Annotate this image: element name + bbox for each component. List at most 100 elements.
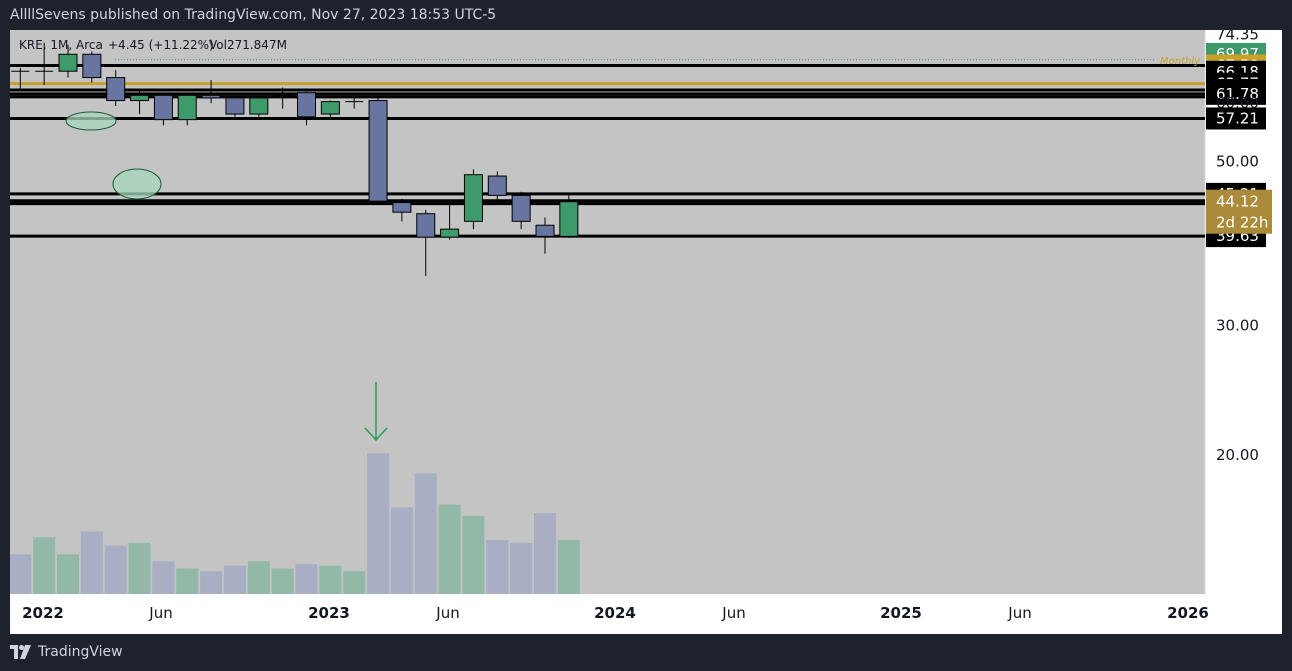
candle-body (416, 213, 436, 238)
volume-bar (271, 568, 294, 594)
price-tag[interactable]: 57.21 (1206, 107, 1266, 130)
price-tag-bg (1206, 107, 1266, 130)
price-label: 74.35 (1216, 30, 1259, 43)
candle[interactable] (559, 195, 579, 238)
candle[interactable] (345, 92, 364, 109)
candle-body (559, 201, 579, 237)
volume-bar (295, 564, 318, 594)
candle[interactable] (487, 171, 507, 203)
candle[interactable] (153, 92, 173, 126)
time-axis-labels[interactable]: 2022 Jun 2023 Jun 2024 Jun 2025 Jun 2026 (22, 604, 1209, 622)
volume-bar (510, 542, 533, 594)
candle-body (392, 202, 412, 213)
candle[interactable] (201, 80, 221, 104)
candle[interactable] (273, 87, 292, 109)
candle-body (487, 175, 507, 196)
candle[interactable] (416, 209, 436, 276)
volume-bar (10, 554, 32, 594)
time-label-month: Jun (435, 604, 459, 622)
price-tag-bg (1206, 82, 1266, 105)
annotations (65, 111, 388, 442)
highlight-ellipse-2 (112, 168, 162, 200)
candle-body (297, 92, 316, 118)
price-label: 61.78 (1216, 85, 1259, 103)
monthly-label: Monthly (1160, 56, 1201, 67)
price-tick[interactable]: 30.00 (1216, 316, 1259, 334)
candle[interactable] (392, 198, 412, 222)
candle[interactable] (106, 70, 126, 106)
last-price-label: 44.12 (1216, 193, 1259, 211)
footer-bar: TradingView (0, 634, 1292, 671)
candle[interactable] (249, 92, 269, 117)
volume-bar (414, 473, 437, 594)
candle-body (106, 77, 126, 102)
publisher-line: AllllSevens published on TradingView.com… (10, 7, 497, 23)
volume-bar (104, 545, 127, 594)
candle[interactable] (35, 42, 54, 86)
volume-bar (152, 561, 175, 594)
chart-legend: KRE, 1M, Arca +4.45 (+11.22%) Vol271.847… (19, 38, 287, 52)
volume-bar (367, 453, 390, 594)
candle[interactable] (320, 100, 340, 120)
volume-bars (10, 453, 580, 594)
price-tick[interactable]: 50.00 (1216, 153, 1259, 171)
legend-symbol: KRE, 1M, Arca (19, 38, 103, 52)
candle[interactable] (297, 90, 316, 126)
tradingview-logo[interactable]: TradingView (10, 644, 123, 660)
price-tag[interactable]: 61.78 (1206, 82, 1266, 105)
volume-bar (80, 531, 103, 594)
candle-body (153, 94, 173, 121)
candle[interactable] (535, 217, 555, 254)
legend-change: +4.45 (+11.22%) (108, 38, 214, 52)
candle[interactable] (177, 92, 197, 126)
candle[interactable] (368, 97, 388, 203)
volume-bar (462, 515, 485, 594)
publisher-header: AllllSevens published on TradingView.com… (0, 0, 1292, 30)
candle-body (511, 194, 531, 222)
candle-body (535, 224, 555, 237)
volume-bar (247, 561, 270, 594)
candle[interactable] (82, 51, 102, 83)
candle[interactable] (463, 169, 483, 230)
highlight-ellipse-1 (65, 111, 117, 131)
candle[interactable] (11, 67, 30, 91)
volume-bar (33, 537, 56, 594)
time-axis-background (10, 594, 1282, 634)
candle[interactable] (130, 90, 150, 115)
volume-bar (534, 513, 556, 594)
countdown-label: 2d 22h (1216, 214, 1268, 232)
candle[interactable] (440, 202, 460, 240)
candle[interactable] (511, 191, 531, 230)
candles (11, 42, 579, 276)
volume-bar (200, 571, 223, 594)
volume-bar (486, 540, 509, 594)
candle-body (440, 228, 460, 238)
candle-body (249, 97, 269, 115)
volume-bar (319, 565, 342, 594)
volume-bar (557, 540, 580, 594)
price-tick[interactable]: 20.00 (1216, 446, 1259, 464)
volume-bar (223, 565, 246, 594)
price-tick[interactable]: 74.35 (1216, 30, 1259, 43)
time-label-month: Jun (148, 604, 172, 622)
candle-body (82, 53, 102, 79)
candle[interactable] (225, 92, 245, 117)
chart-container[interactable]: Monthly KRE, 1M, Arca +4.45 (+11.22%) Vo… (10, 30, 1282, 634)
down-arrow-icon (364, 382, 388, 442)
legend-volume: Vol271.847M (209, 38, 287, 52)
price-label: 57.21 (1216, 109, 1259, 127)
tradingview-logo-icon (10, 645, 31, 659)
price-label: 20.00 (1216, 446, 1259, 464)
time-label-month: Jun (721, 604, 745, 622)
last-price-tag: 44.12 2d 22h (1206, 189, 1272, 234)
candle-body (130, 94, 150, 102)
candle-body (177, 94, 197, 121)
price-label: 50.00 (1216, 153, 1259, 171)
price-label: 30.00 (1216, 316, 1259, 334)
candle-body (320, 101, 340, 115)
candle[interactable] (58, 44, 78, 78)
candle-body (463, 174, 483, 222)
candlestick-chart[interactable]: Monthly KRE, 1M, Arca +4.45 (+11.22%) Vo… (10, 30, 1282, 634)
candle-body (201, 94, 221, 99)
volume-bar (343, 571, 366, 594)
